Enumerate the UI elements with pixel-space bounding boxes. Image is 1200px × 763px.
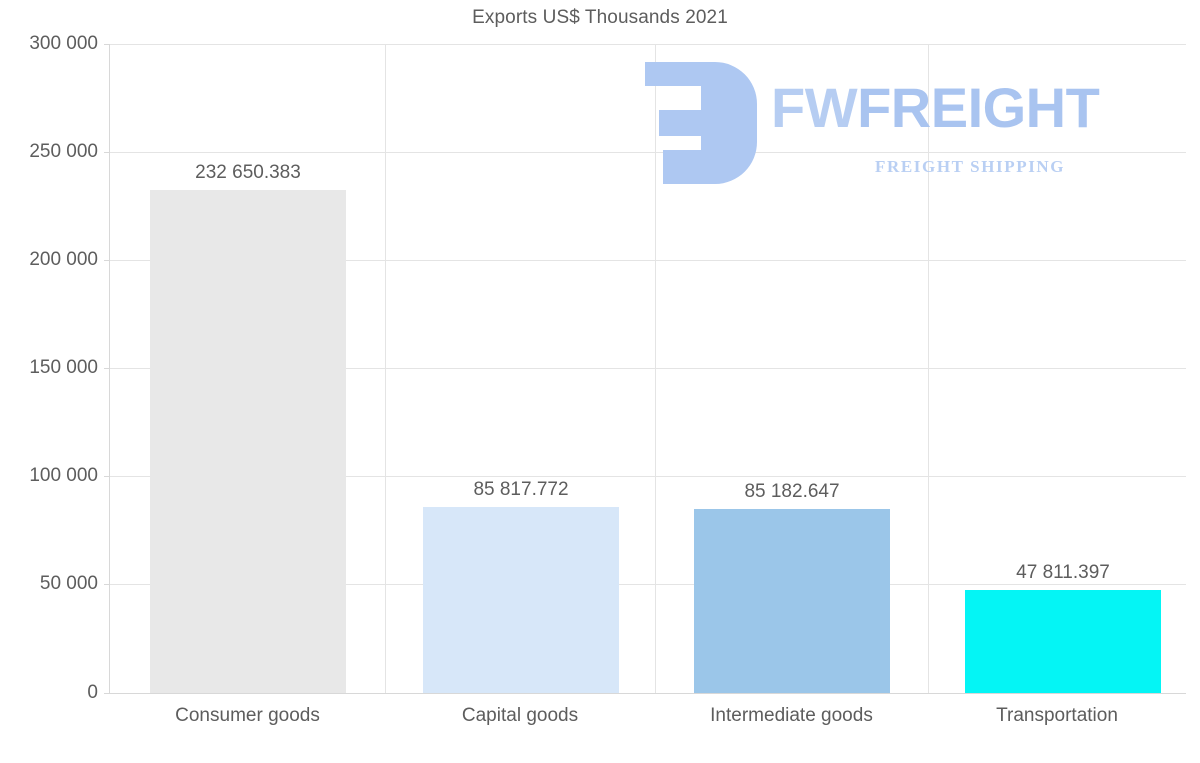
- y-tick-mark: [104, 152, 110, 153]
- bar-value-label: 85 182.647: [744, 481, 840, 502]
- gridline-horizontal: [110, 260, 1186, 261]
- x-axis-label-consumer-goods: Consumer goods: [175, 705, 320, 726]
- plot-area: 232 650.383 85 817.772 85 182.647 47 811…: [104, 44, 1186, 694]
- y-tick-label: 50 000: [39, 573, 98, 594]
- bar-value-label: 232 650.383: [195, 162, 301, 183]
- y-axis: 300 000 250 000 200 000 150 000 100 000 …: [0, 0, 110, 763]
- y-tick-label: 100 000: [29, 465, 98, 486]
- y-tick-mark: [104, 260, 110, 261]
- gridline-vertical: [385, 44, 386, 693]
- y-axis-line: [109, 44, 110, 694]
- gridline-horizontal: [110, 152, 1186, 153]
- gridline-horizontal: [110, 476, 1186, 477]
- y-tick-label: 0: [87, 682, 98, 703]
- bar-transportation[interactable]: [965, 590, 1161, 693]
- x-axis-line: [104, 693, 1186, 694]
- y-tick-mark: [104, 584, 110, 585]
- y-tick-mark: [104, 476, 110, 477]
- gridline-horizontal: [110, 368, 1186, 369]
- bar-value-label: 85 817.772: [473, 479, 569, 500]
- gridline-vertical: [928, 44, 929, 693]
- x-axis-label-transportation: Transportation: [996, 705, 1118, 726]
- x-axis-label-intermediate-goods: Intermediate goods: [710, 705, 873, 726]
- y-tick-label: 200 000: [29, 249, 98, 270]
- bar-value-label: 47 811.397: [1016, 562, 1110, 583]
- y-tick-label: 300 000: [29, 33, 98, 54]
- y-tick-mark: [104, 44, 110, 45]
- y-tick-label: 150 000: [29, 357, 98, 378]
- gridline-horizontal: [110, 44, 1186, 45]
- bar-intermediate-goods[interactable]: [694, 509, 890, 693]
- y-tick-label: 250 000: [29, 141, 98, 162]
- gridline-vertical: [655, 44, 656, 693]
- bar-capital-goods[interactable]: [423, 507, 619, 693]
- y-tick-mark: [104, 368, 110, 369]
- chart-title: Exports US$ Thousands 2021: [472, 7, 728, 28]
- x-axis-label-capital-goods: Capital goods: [461, 705, 579, 726]
- gridline-horizontal: [110, 584, 1186, 585]
- bar-consumer-goods[interactable]: [150, 190, 346, 693]
